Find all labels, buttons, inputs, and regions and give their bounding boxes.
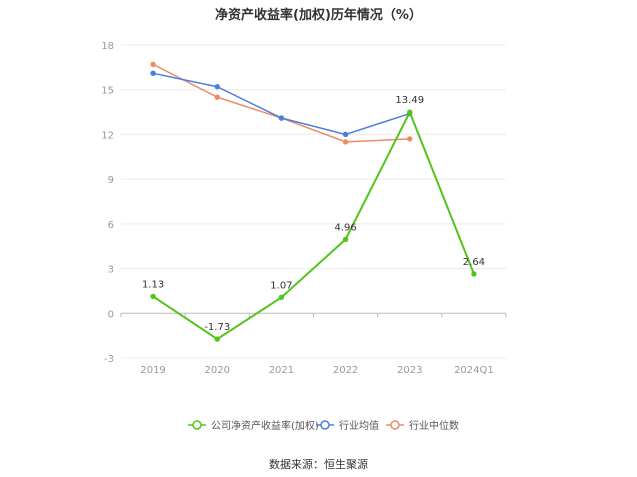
data-labels: 1.13 -1.73 1.07 4.96 13.49 2.64 xyxy=(142,95,485,333)
source-note: 数据来源：恒生聚源 xyxy=(269,458,368,471)
data-label: 13.49 xyxy=(395,95,424,106)
series-line-1 xyxy=(152,72,410,136)
x-axis-ticks: 2019 2020 2021 2022 2023 2024Q1 xyxy=(120,313,507,376)
data-point xyxy=(471,271,477,277)
y-tick-label: 9 xyxy=(108,175,114,186)
legend-item-2[interactable]: 行业中位数 xyxy=(386,419,459,432)
y-tick-label: 0 xyxy=(108,309,114,320)
data-label: -1.73 xyxy=(204,322,230,333)
data-point xyxy=(407,109,413,115)
data-point xyxy=(150,70,156,77)
legend-label: 行业中位数 xyxy=(409,419,459,432)
data-point xyxy=(278,294,285,301)
y-tick-label: 15 xyxy=(101,86,114,97)
data-point xyxy=(342,236,349,243)
data-point xyxy=(342,139,349,145)
x-tick-label: 2024Q1 xyxy=(454,365,494,376)
legend-marker xyxy=(192,420,202,430)
y-tick-label: -3 xyxy=(104,354,114,365)
data-point xyxy=(342,131,349,138)
legend[interactable]: 公司净资产收益率(加权) 行业均值 行业中位数 xyxy=(188,419,459,432)
series-lines xyxy=(150,61,477,342)
data-label: 4.96 xyxy=(334,222,356,233)
legend-marker xyxy=(320,420,330,430)
legend-marker xyxy=(390,420,400,430)
x-tick-label: 2023 xyxy=(397,365,422,376)
data-point xyxy=(214,336,220,342)
data-point xyxy=(214,84,220,90)
legend-item-0[interactable]: 公司净资产收益率(加权) xyxy=(188,419,319,432)
data-label: 2.64 xyxy=(463,257,485,268)
legend-label: 行业均值 xyxy=(339,419,379,432)
data-point xyxy=(407,136,413,142)
x-tick-label: 2021 xyxy=(269,365,294,376)
data-label: 1.07 xyxy=(270,280,292,291)
y-tick-label: 12 xyxy=(101,130,114,141)
y-axis-ticks: -3 0 3 6 9 12 15 18 xyxy=(101,41,114,365)
data-point xyxy=(214,94,220,100)
x-tick-label: 2020 xyxy=(205,365,230,376)
series-line-0 xyxy=(152,109,475,341)
y-tick-label: 6 xyxy=(108,220,114,231)
data-point xyxy=(278,115,285,121)
series-line-2 xyxy=(152,63,410,143)
x-tick-label: 2022 xyxy=(333,365,358,376)
data-point xyxy=(150,61,156,68)
chart-title: 净资产收益率(加权)历年情况（%） xyxy=(215,8,422,23)
x-tick-label: 2019 xyxy=(140,365,165,376)
y-tick-label: 18 xyxy=(101,41,114,52)
legend-label: 公司净资产收益率(加权) xyxy=(211,419,319,432)
legend-item-1[interactable]: 行业均值 xyxy=(316,419,379,432)
y-tick-label: 3 xyxy=(108,265,114,276)
grid-lines xyxy=(121,44,506,359)
data-point xyxy=(150,293,156,300)
data-label: 1.13 xyxy=(142,279,164,290)
